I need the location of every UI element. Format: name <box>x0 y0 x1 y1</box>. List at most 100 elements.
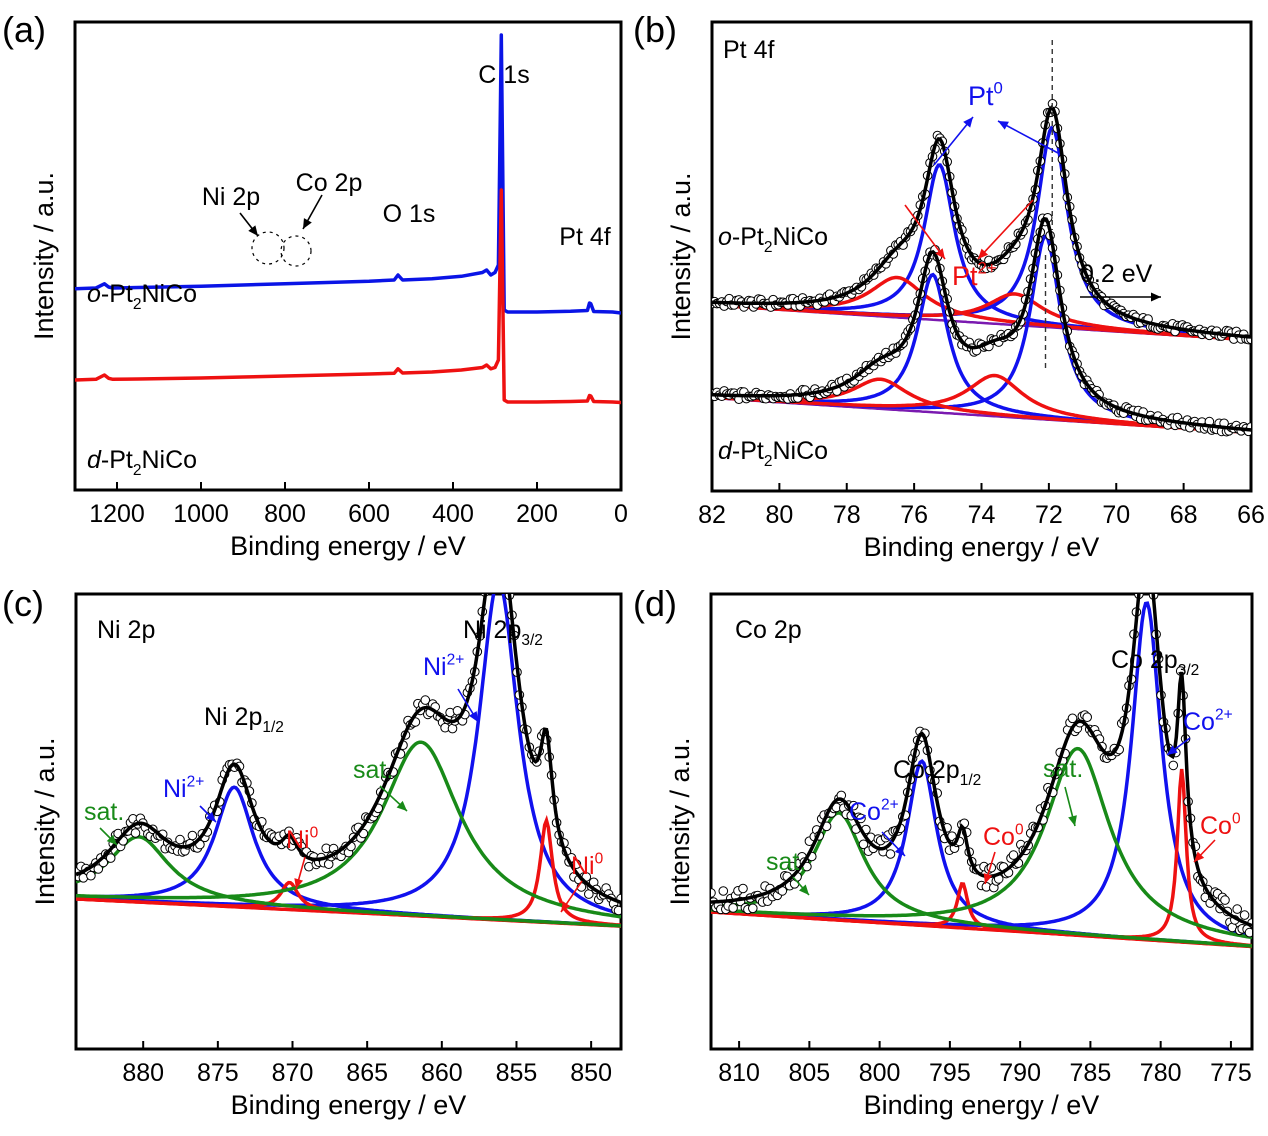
annot-co2plus-b-part: Co <box>849 798 881 826</box>
panel-c-data-point <box>485 554 494 563</box>
panel-d-xtick-label: 810 <box>718 1059 760 1087</box>
series-line-o <box>75 33 621 315</box>
panel-c-data-point <box>93 864 104 874</box>
panel-c-xtick-label: 855 <box>496 1059 538 1087</box>
panel-d-title: Co 2p <box>735 616 802 644</box>
annot-sat-b: sat. <box>353 756 393 784</box>
panel-c-data-point <box>613 905 621 916</box>
annot-co2plus-b: Co2+ <box>849 797 899 827</box>
panel-b-xtick-label: 76 <box>900 501 928 529</box>
annot-o1s: O 1s <box>383 200 436 228</box>
panel-a-xtick-label: 0 <box>614 500 628 528</box>
annot-pt0: Pt0 <box>968 79 1003 111</box>
annot-co2plus-b-part: 2+ <box>881 797 899 814</box>
label-d-pt4f: d-Pt2NiCo <box>718 437 828 470</box>
panel-c-frame <box>74 592 623 1051</box>
panel-d-xtick-label: 775 <box>1210 1059 1252 1087</box>
arrow-pt2-right-head <box>978 248 989 259</box>
annot-co2plus-a-part: Co <box>1183 708 1215 736</box>
arrow-co2plus-a-head <box>1167 745 1178 755</box>
annot-co2p12: Co 2p1/2 <box>893 756 981 789</box>
panel-d-data-point <box>718 886 729 896</box>
panel-b-axes: 82 80 78 76 74 72 70 68 66 Binding energy / eV Int… <box>666 20 1265 562</box>
arrow-sat-a-head <box>106 834 117 845</box>
panel-a-xlabel: Binding energy / eV <box>230 531 466 561</box>
series-line-d <box>75 188 621 405</box>
label-o-pt4f-part: NiCo <box>772 223 828 251</box>
arrow-sat-a <box>99 827 118 846</box>
panel-a-axes: 1200 1000 800 600 400 200 0 Binding energy / eV… <box>29 20 628 561</box>
label-d-pt4f-part: NiCo <box>772 437 828 465</box>
panel-d-data-point <box>1220 895 1230 905</box>
panel-b-xtick-label: 66 <box>1237 501 1265 529</box>
annot-co2p32-part: Co 2p <box>1111 646 1178 674</box>
arrow-co0-b-head <box>983 873 993 884</box>
panel-c-data-point <box>187 830 198 841</box>
panel-b-ylabel: Intensity / a.u. <box>666 172 696 340</box>
panel-d-data-point <box>728 903 738 913</box>
panel-d-xtick-label: 795 <box>929 1059 971 1087</box>
annot-c1s: C 1s <box>478 61 529 89</box>
label-o-survey-part: -Pt <box>101 280 133 308</box>
panel-d-plot <box>711 550 1252 949</box>
panel-d-data-point <box>1142 550 1151 559</box>
panel-b-xtick-label: 78 <box>833 501 861 529</box>
panel-a-ylabel: Intensity / a.u. <box>29 172 59 340</box>
panel-b-o-fit-envelope <box>712 105 1251 339</box>
arrow-pt2-left <box>904 204 946 260</box>
annot-ni2p32-part: Ni 2p <box>463 616 521 644</box>
panel-d-data-point <box>858 839 869 850</box>
panel-d-data-point <box>1147 558 1156 567</box>
label-o-survey-part: 2 <box>133 296 142 313</box>
arrow-shift-head <box>1151 292 1161 302</box>
panel-b-d-fit-envelope <box>712 216 1251 432</box>
annot-pt2plus-part: 2+ <box>978 259 997 278</box>
annot-co2p32: Co 2p3/2 <box>1111 646 1199 679</box>
arrow-ni0-b-head <box>561 901 571 912</box>
panel-d-xtick-label: 790 <box>999 1059 1041 1087</box>
panel-c-data-point <box>500 553 509 562</box>
annot-ni2p12: Ni 2p1/2 <box>204 703 284 736</box>
annot-ni2p32-part: 3/2 <box>521 632 543 649</box>
panel-c-data-point <box>420 695 431 705</box>
annot-ni0-a-part: Ni <box>286 826 310 854</box>
annot-ni2p: Ni 2p <box>202 183 260 211</box>
panel-letter-d: (d) <box>633 583 677 624</box>
panel-c-data-point <box>130 828 141 838</box>
arrow-pt2-left-head <box>935 248 945 259</box>
panel-d-data-point <box>1067 713 1078 724</box>
panel-a-xtick-label: 1200 <box>89 500 145 528</box>
panel-b-xtick-label: 70 <box>1102 501 1130 529</box>
panel-c-data-point <box>105 853 116 863</box>
arrow-co2p <box>302 194 323 230</box>
annot-co2p12-part: Co 2p <box>893 756 960 784</box>
annot-ni2plus-a-part: 2+ <box>447 652 465 669</box>
arrow-ni2plus-b <box>199 805 217 823</box>
panel-d-peak-sat-5 <box>711 811 1252 948</box>
panel-c-xtick-label: 865 <box>346 1059 388 1087</box>
panel-b-xtick-label: 68 <box>1170 501 1198 529</box>
annot-shift-02ev: 0.2 eV <box>1080 260 1153 288</box>
annot-co2p12-part: 1/2 <box>960 772 982 789</box>
annot-sat-a: sat. <box>84 798 124 826</box>
panel-d-data-point <box>738 883 748 894</box>
panel-c-fit-envelope <box>76 594 621 905</box>
panel-c-xtick-label: 850 <box>570 1059 612 1087</box>
panel-d-fit-envelope <box>711 594 1252 928</box>
arrow-co2p-head <box>303 218 312 229</box>
annot-pt0-part: 0 <box>994 79 1003 98</box>
panel-c-xlabel: Binding energy / eV <box>231 1090 467 1120</box>
annot-co2plus-a-part: 2+ <box>1215 707 1233 724</box>
annot-co2p32-part: 3/2 <box>1178 662 1200 679</box>
arrow-co2plus-b <box>881 831 906 857</box>
annot-sat-d: sat. <box>766 848 806 876</box>
annot-sat-c: sat. <box>1043 755 1083 783</box>
arrow-pt0-right <box>997 120 1059 154</box>
annot-co2plus-a: Co2+ <box>1183 707 1233 737</box>
arrow-ni0-a-head <box>294 878 304 889</box>
arrow-co0-b <box>983 851 996 885</box>
panel-c-data-point <box>498 539 507 548</box>
